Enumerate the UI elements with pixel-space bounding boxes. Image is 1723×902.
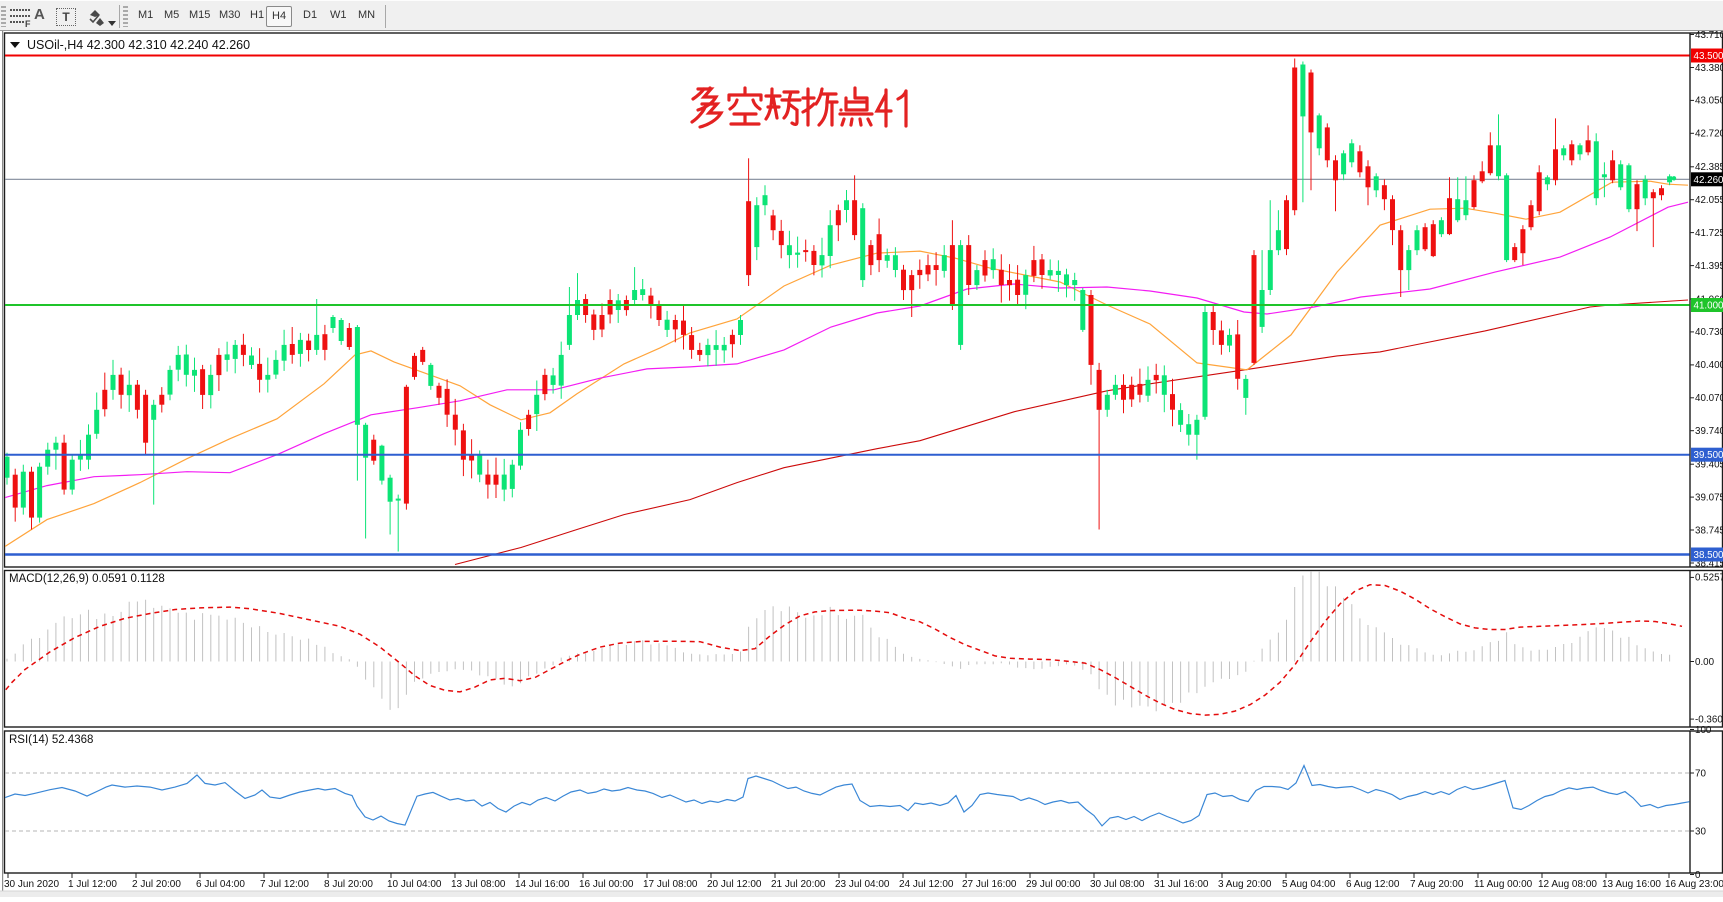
svg-text:39.500: 39.500 — [1694, 450, 1723, 461]
svg-text:11 Aug 00:00: 11 Aug 00:00 — [1474, 879, 1533, 890]
svg-text:7 Aug 20:00: 7 Aug 20:00 — [1410, 879, 1464, 890]
svg-text:8 Jul 20:00: 8 Jul 20:00 — [324, 879, 373, 890]
svg-text:41.725: 41.725 — [1695, 228, 1723, 239]
svg-text:2 Jul 20:00: 2 Jul 20:00 — [132, 879, 181, 890]
svg-text:21 Jul 20:00: 21 Jul 20:00 — [771, 879, 826, 890]
svg-text:17 Jul 08:00: 17 Jul 08:00 — [643, 879, 698, 890]
svg-text:100: 100 — [1695, 725, 1712, 736]
svg-text:MACD(12,26,9) 0.0591 0.1128: MACD(12,26,9) 0.0591 0.1128 — [9, 573, 165, 585]
svg-text:RSI(14) 52.4368: RSI(14) 52.4368 — [9, 734, 93, 746]
svg-text:USOil-,H4 42.300 42.310 42.24: USOil-,H4 42.300 42.310 42.240 42.260 — [27, 38, 250, 52]
svg-text:16 Aug 23:00: 16 Aug 23:00 — [1665, 879, 1723, 890]
svg-text:10 Jul 04:00: 10 Jul 04:00 — [387, 879, 442, 890]
svg-text:38.745: 38.745 — [1695, 525, 1723, 536]
svg-text:43.050: 43.050 — [1695, 96, 1723, 107]
svg-text:23 Jul 04:00: 23 Jul 04:00 — [835, 879, 890, 890]
svg-text:14 Jul 16:00: 14 Jul 16:00 — [515, 879, 570, 890]
svg-text:43.500: 43.500 — [1694, 51, 1723, 62]
svg-text:42.260: 42.260 — [1694, 175, 1723, 186]
svg-text:41.000: 41.000 — [1694, 301, 1723, 312]
svg-text:6 Aug 12:00: 6 Aug 12:00 — [1346, 879, 1400, 890]
svg-text:39.740: 39.740 — [1695, 426, 1723, 437]
svg-text:3 Aug 20:00: 3 Aug 20:00 — [1218, 879, 1272, 890]
svg-text:42.385: 42.385 — [1695, 162, 1723, 173]
svg-text:5 Aug 04:00: 5 Aug 04:00 — [1282, 879, 1336, 890]
svg-text:27 Jul 16:00: 27 Jul 16:00 — [962, 879, 1017, 890]
svg-text:7 Jul 12:00: 7 Jul 12:00 — [260, 879, 309, 890]
svg-text:38.500: 38.500 — [1694, 550, 1723, 561]
svg-text:1 Jul 12:00: 1 Jul 12:00 — [68, 879, 117, 890]
svg-text:41.395: 41.395 — [1695, 261, 1723, 272]
svg-text:40.070: 40.070 — [1695, 393, 1723, 404]
svg-text:30 Jun 2020: 30 Jun 2020 — [4, 879, 59, 890]
svg-text:43.380: 43.380 — [1695, 63, 1723, 74]
svg-text:13 Aug 16:00: 13 Aug 16:00 — [1602, 879, 1661, 890]
svg-text:43.710: 43.710 — [1695, 30, 1723, 41]
svg-text:70: 70 — [1695, 768, 1706, 779]
svg-text:-0.3603: -0.3603 — [1695, 714, 1723, 725]
svg-text:31 Jul 16:00: 31 Jul 16:00 — [1154, 879, 1209, 890]
svg-text:40.730: 40.730 — [1695, 327, 1723, 338]
svg-text:0.00: 0.00 — [1695, 657, 1715, 668]
svg-text:6 Jul 04:00: 6 Jul 04:00 — [196, 879, 245, 890]
svg-text:40.400: 40.400 — [1695, 360, 1723, 371]
svg-text:24 Jul 12:00: 24 Jul 12:00 — [899, 879, 954, 890]
svg-text:20 Jul 12:00: 20 Jul 12:00 — [707, 879, 762, 890]
svg-text:0.5257: 0.5257 — [1695, 573, 1723, 584]
svg-text:29 Jul 00:00: 29 Jul 00:00 — [1026, 879, 1081, 890]
svg-text:42.055: 42.055 — [1695, 195, 1723, 206]
svg-text:39.075: 39.075 — [1695, 492, 1723, 503]
svg-text:F: F — [25, 19, 31, 27]
svg-text:12 Aug 08:00: 12 Aug 08:00 — [1538, 879, 1597, 890]
svg-text:13 Jul 08:00: 13 Jul 08:00 — [451, 879, 506, 890]
svg-text:30: 30 — [1695, 826, 1706, 837]
svg-text:42.720: 42.720 — [1695, 129, 1723, 140]
svg-text:30 Jul 08:00: 30 Jul 08:00 — [1090, 879, 1145, 890]
svg-text:16 Jul 00:00: 16 Jul 00:00 — [579, 879, 634, 890]
